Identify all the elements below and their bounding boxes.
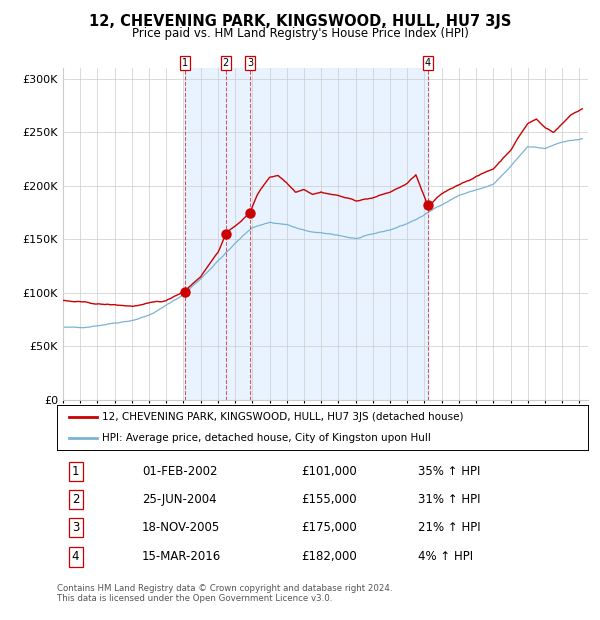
Text: £155,000: £155,000: [301, 493, 357, 506]
Text: 12, CHEVENING PARK, KINGSWOOD, HULL, HU7 3JS: 12, CHEVENING PARK, KINGSWOOD, HULL, HU7…: [89, 14, 511, 29]
Text: 18-NOV-2005: 18-NOV-2005: [142, 521, 220, 534]
Text: 4: 4: [72, 551, 79, 564]
Text: 12, CHEVENING PARK, KINGSWOOD, HULL, HU7 3JS (detached house): 12, CHEVENING PARK, KINGSWOOD, HULL, HU7…: [102, 412, 464, 422]
Text: £175,000: £175,000: [301, 521, 357, 534]
Text: 01-FEB-2002: 01-FEB-2002: [142, 465, 217, 478]
Text: £101,000: £101,000: [301, 465, 357, 478]
Text: 4: 4: [425, 58, 431, 68]
Text: Contains HM Land Registry data © Crown copyright and database right 2024.
This d: Contains HM Land Registry data © Crown c…: [57, 584, 392, 603]
Text: 15-MAR-2016: 15-MAR-2016: [142, 551, 221, 564]
Text: 21% ↑ HPI: 21% ↑ HPI: [418, 521, 481, 534]
Text: 31% ↑ HPI: 31% ↑ HPI: [418, 493, 481, 506]
Text: 35% ↑ HPI: 35% ↑ HPI: [418, 465, 481, 478]
Text: 25-JUN-2004: 25-JUN-2004: [142, 493, 217, 506]
Text: £182,000: £182,000: [301, 551, 357, 564]
Text: Price paid vs. HM Land Registry's House Price Index (HPI): Price paid vs. HM Land Registry's House …: [131, 27, 469, 40]
Text: 3: 3: [72, 521, 79, 534]
Text: 3: 3: [247, 58, 253, 68]
Text: 1: 1: [72, 465, 79, 478]
Text: 2: 2: [223, 58, 229, 68]
Bar: [185, 68, 428, 400]
Text: 4% ↑ HPI: 4% ↑ HPI: [418, 551, 473, 564]
Text: 1: 1: [182, 58, 188, 68]
Text: 2: 2: [72, 493, 79, 506]
Text: HPI: Average price, detached house, City of Kingston upon Hull: HPI: Average price, detached house, City…: [102, 433, 431, 443]
